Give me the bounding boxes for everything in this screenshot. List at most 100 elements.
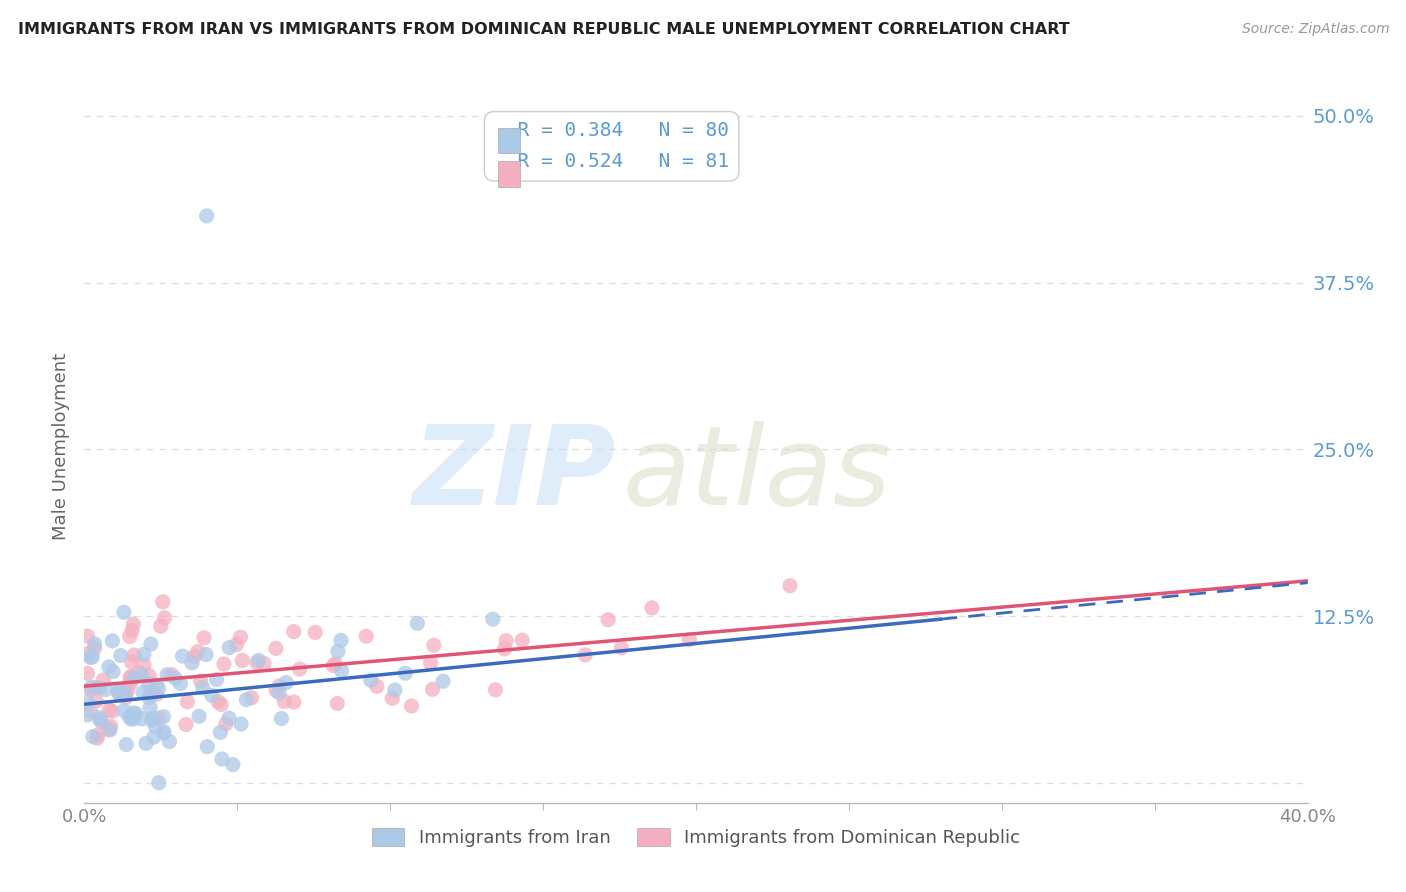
Point xyxy=(108,684,131,698)
Point xyxy=(122,706,145,720)
Point xyxy=(610,640,633,655)
Point xyxy=(482,612,505,626)
Point xyxy=(98,703,121,717)
Point xyxy=(188,709,211,723)
Point xyxy=(195,739,218,754)
Point xyxy=(222,757,245,772)
Point xyxy=(495,633,517,648)
Point xyxy=(139,637,162,651)
Point xyxy=(229,630,252,644)
Point xyxy=(419,656,441,670)
Point xyxy=(76,707,98,722)
Point xyxy=(273,694,295,708)
Point xyxy=(145,720,167,734)
Point xyxy=(82,650,104,665)
Point xyxy=(86,731,108,746)
Point xyxy=(264,683,287,698)
Point xyxy=(79,650,101,665)
Point xyxy=(125,706,148,721)
Point xyxy=(132,648,155,662)
Point xyxy=(304,625,326,640)
Point xyxy=(148,711,170,725)
Point xyxy=(401,699,423,714)
Point xyxy=(183,649,205,664)
Point xyxy=(218,640,240,655)
Point xyxy=(494,641,516,656)
Point xyxy=(139,700,162,714)
Point xyxy=(269,679,291,693)
Point xyxy=(98,723,121,737)
Point xyxy=(135,736,157,750)
Point xyxy=(148,776,170,790)
Point xyxy=(384,682,406,697)
Point xyxy=(190,674,212,689)
Point xyxy=(211,752,233,766)
Point xyxy=(120,712,142,726)
Point xyxy=(139,686,162,700)
Point xyxy=(598,613,620,627)
Point xyxy=(209,698,232,712)
Point xyxy=(76,695,98,709)
Point xyxy=(159,734,181,748)
Point xyxy=(93,673,115,687)
Point xyxy=(201,689,224,703)
Point xyxy=(574,648,596,662)
Point xyxy=(98,723,121,737)
Point xyxy=(118,677,141,691)
Point xyxy=(76,647,98,661)
Point xyxy=(160,667,183,681)
Point xyxy=(209,725,232,739)
Text: atlas: atlas xyxy=(623,421,891,528)
Point xyxy=(276,675,298,690)
Point xyxy=(253,657,276,671)
Point xyxy=(149,619,172,633)
Point xyxy=(191,681,214,695)
Point xyxy=(152,710,174,724)
Point xyxy=(122,712,145,726)
Point xyxy=(678,632,700,647)
Point xyxy=(264,641,287,656)
Point xyxy=(131,667,153,681)
Point xyxy=(145,688,167,702)
Point xyxy=(269,685,291,699)
Point xyxy=(153,611,176,625)
Point xyxy=(97,660,120,674)
Point xyxy=(138,676,160,690)
Point xyxy=(406,616,429,631)
Point xyxy=(381,691,404,706)
Point xyxy=(114,687,136,701)
Point xyxy=(122,648,145,662)
Point xyxy=(142,730,165,744)
Point xyxy=(118,629,141,643)
Point xyxy=(231,653,253,667)
Point xyxy=(326,697,349,711)
Legend: Immigrants from Iran, Immigrants from Dominican Republic: Immigrants from Iran, Immigrants from Do… xyxy=(364,821,1028,855)
Point xyxy=(80,680,103,694)
Text: R = 0.384   N = 80
  R = 0.524   N = 81: R = 0.384 N = 80 R = 0.524 N = 81 xyxy=(494,121,730,171)
Point xyxy=(326,644,349,658)
Point xyxy=(247,653,270,667)
Point xyxy=(101,665,124,679)
Point xyxy=(86,728,108,742)
Point xyxy=(76,629,98,643)
Point xyxy=(176,695,198,709)
Point xyxy=(122,671,145,685)
Point xyxy=(84,694,107,708)
Point xyxy=(118,671,141,685)
Point xyxy=(110,648,132,663)
Point xyxy=(432,674,454,689)
Point xyxy=(128,665,150,680)
Point xyxy=(132,685,155,699)
Point xyxy=(112,606,135,620)
Point xyxy=(83,637,105,651)
Point xyxy=(107,685,129,699)
Point xyxy=(181,656,204,670)
Point xyxy=(240,690,263,705)
Point xyxy=(121,669,143,683)
Text: ZIP: ZIP xyxy=(413,421,616,528)
FancyBboxPatch shape xyxy=(498,128,520,153)
Point xyxy=(283,695,305,709)
Point xyxy=(101,633,124,648)
Point xyxy=(165,671,187,685)
Y-axis label: Male Unemployment: Male Unemployment xyxy=(52,352,70,540)
